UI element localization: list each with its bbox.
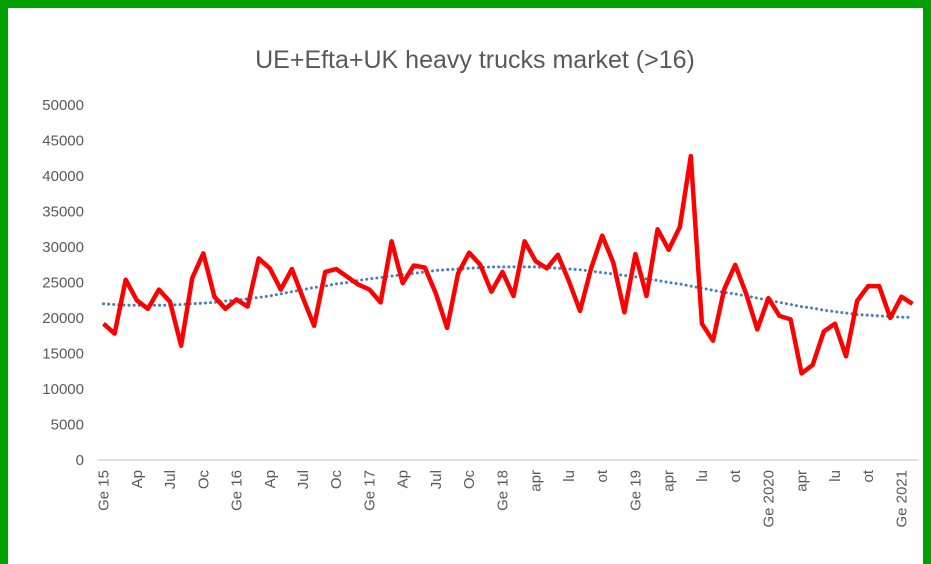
- x-tick-label: Jul: [162, 470, 179, 489]
- x-tick-label: Ap: [262, 470, 279, 488]
- y-tick-label: 5000: [51, 417, 84, 434]
- x-tick-label: Jul: [295, 470, 312, 489]
- x-tick-label: Ge 18: [494, 470, 511, 511]
- x-tick-label: Ge 17: [361, 470, 378, 511]
- x-tick-label: Ge 15: [96, 470, 113, 511]
- x-tick-label: apr: [528, 470, 545, 492]
- x-tick-label: Ge 16: [229, 470, 246, 511]
- line: [102, 153, 914, 376]
- y-tick-label: 10000: [42, 381, 84, 398]
- y-tick-label: 30000: [42, 239, 84, 256]
- x-tick-label: Ge 2020: [760, 470, 777, 528]
- y-tick-label: 40000: [42, 168, 84, 185]
- y-tick-label: 50000: [42, 97, 84, 114]
- x-tick-label: lu: [694, 470, 711, 482]
- x-tick-label: Ap: [395, 470, 412, 488]
- trend-line: [102, 265, 914, 319]
- y-tick-label: 15000: [42, 346, 84, 363]
- x-tick-label: ot: [860, 469, 877, 482]
- x-tick-label: Ge 2021: [893, 470, 910, 528]
- x-tick-label: Ap: [129, 470, 146, 488]
- x-tick-label: Oc: [195, 470, 212, 490]
- x-tick-label: lu: [561, 470, 578, 482]
- x-tick-label: Oc: [461, 470, 478, 490]
- y-tick-label: 0: [76, 452, 84, 469]
- x-tick-label: apr: [794, 470, 811, 492]
- x-tick-label: apr: [661, 470, 678, 492]
- x-tick-label: lu: [827, 470, 844, 482]
- y-tick-label: 35000: [42, 204, 84, 221]
- x-tick-label: ot: [594, 469, 611, 482]
- x-tick-label: Ge 19: [627, 470, 644, 511]
- x-tick-label: Jul: [428, 470, 445, 489]
- y-tick-label: 25000: [42, 275, 84, 292]
- y-tick-label: 45000: [42, 133, 84, 150]
- x-tick-label: ot: [727, 469, 744, 482]
- chart-title: UE+Efta+UK heavy trucks market (>16): [255, 46, 695, 74]
- x-tick-label: Oc: [328, 470, 345, 490]
- y-tick-label: 20000: [42, 310, 84, 327]
